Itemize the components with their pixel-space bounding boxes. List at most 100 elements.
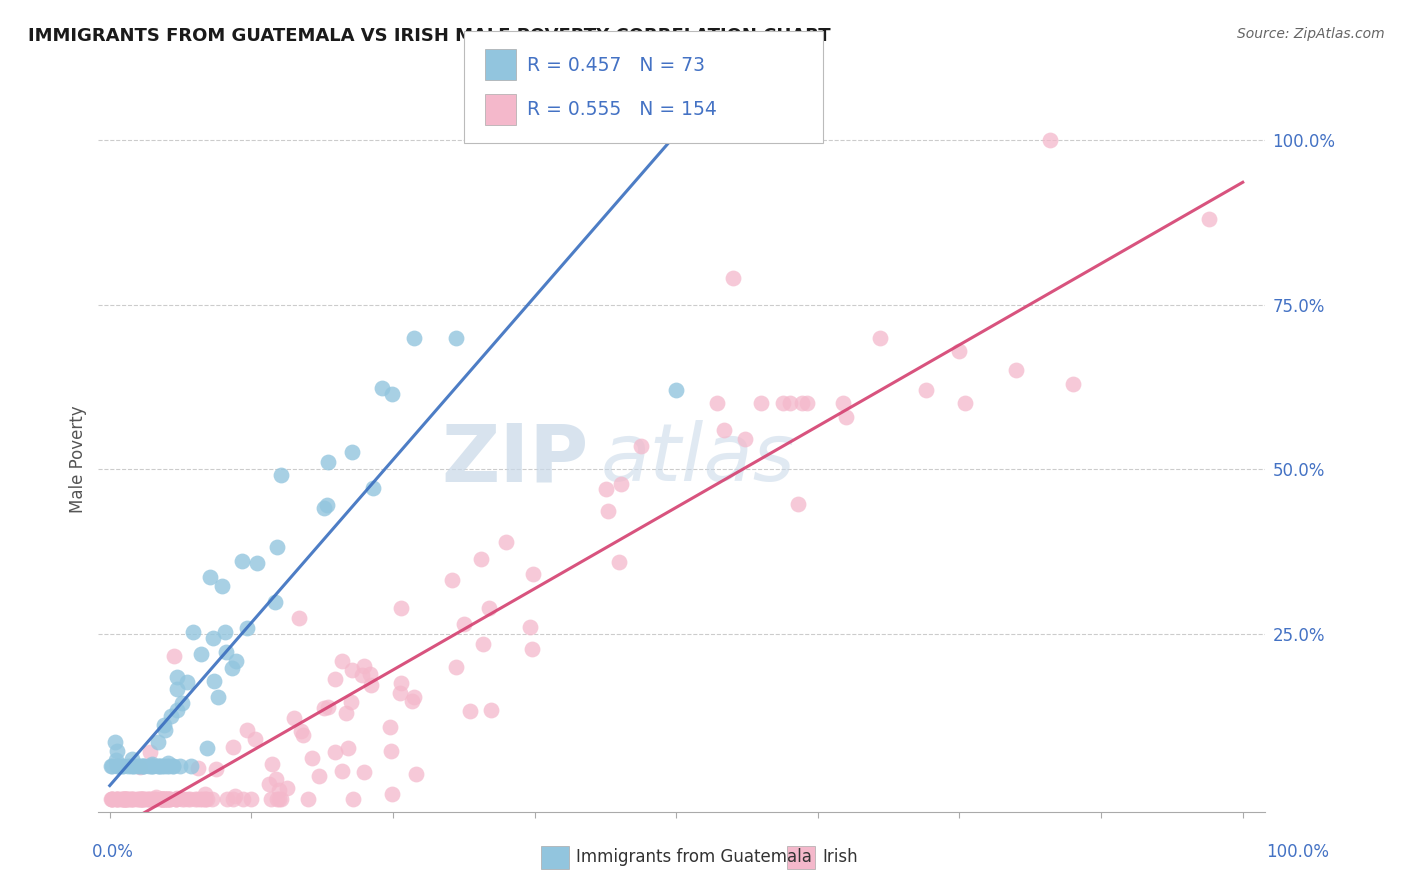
Point bbox=[139, 791, 162, 805]
Point bbox=[157, 758, 180, 772]
Point bbox=[211, 579, 233, 593]
Point bbox=[120, 791, 142, 805]
Point bbox=[105, 791, 128, 805]
Point bbox=[148, 734, 170, 748]
Point bbox=[100, 758, 122, 772]
Point bbox=[170, 791, 193, 805]
Point bbox=[100, 791, 122, 805]
Point bbox=[470, 552, 492, 566]
Point bbox=[159, 791, 181, 805]
Point bbox=[142, 791, 165, 805]
Point bbox=[105, 791, 128, 805]
Point bbox=[132, 791, 155, 805]
Point bbox=[170, 696, 193, 710]
Point bbox=[181, 625, 204, 640]
Point bbox=[360, 678, 382, 692]
Point bbox=[129, 758, 152, 772]
Point bbox=[389, 676, 412, 690]
Point bbox=[243, 732, 266, 747]
Point bbox=[135, 791, 157, 805]
Point bbox=[630, 439, 652, 453]
Point bbox=[955, 396, 977, 410]
Point bbox=[127, 791, 149, 805]
Point bbox=[479, 703, 502, 717]
Text: 100.0%: 100.0% bbox=[1265, 843, 1329, 861]
Point bbox=[195, 740, 218, 755]
Point bbox=[177, 791, 200, 805]
Point bbox=[595, 483, 617, 497]
Point bbox=[153, 718, 176, 732]
Point bbox=[370, 381, 392, 395]
Point bbox=[522, 567, 544, 582]
Point bbox=[156, 756, 179, 771]
Point bbox=[792, 396, 814, 410]
Point bbox=[232, 791, 254, 805]
Point bbox=[120, 791, 142, 805]
Point bbox=[236, 621, 259, 635]
Point bbox=[117, 791, 139, 805]
Point bbox=[225, 654, 247, 668]
Point bbox=[139, 745, 162, 759]
Point bbox=[110, 791, 132, 805]
Point bbox=[312, 701, 335, 715]
Point bbox=[325, 672, 347, 686]
Text: R = 0.555   N = 154: R = 0.555 N = 154 bbox=[527, 100, 717, 120]
Point bbox=[127, 758, 149, 772]
Text: Immigrants from Guatemala: Immigrants from Guatemala bbox=[576, 848, 813, 866]
Point bbox=[202, 673, 225, 688]
Point bbox=[214, 625, 236, 640]
Point bbox=[264, 772, 287, 786]
Point bbox=[266, 791, 288, 805]
Point bbox=[610, 477, 633, 491]
Point bbox=[316, 699, 339, 714]
Point bbox=[706, 396, 728, 410]
Point bbox=[444, 660, 467, 674]
Point bbox=[153, 791, 176, 805]
Point bbox=[165, 791, 187, 805]
Point bbox=[458, 704, 481, 718]
Point bbox=[163, 649, 186, 664]
Point bbox=[869, 330, 891, 344]
Point bbox=[155, 723, 177, 737]
Point bbox=[378, 720, 401, 734]
Point bbox=[179, 791, 201, 805]
Point bbox=[195, 791, 218, 805]
Point bbox=[204, 762, 226, 776]
Point bbox=[330, 654, 353, 668]
Point bbox=[186, 761, 208, 775]
Text: atlas: atlas bbox=[600, 420, 794, 499]
Point bbox=[156, 791, 179, 805]
Point bbox=[132, 758, 155, 772]
Point bbox=[111, 758, 134, 772]
Point bbox=[111, 791, 134, 805]
Point bbox=[290, 723, 312, 738]
Point bbox=[239, 791, 262, 805]
Point bbox=[153, 791, 176, 805]
Point bbox=[101, 758, 124, 772]
Point bbox=[404, 690, 426, 705]
Point bbox=[183, 791, 205, 805]
Y-axis label: Male Poverty: Male Poverty bbox=[69, 406, 87, 513]
Point bbox=[607, 555, 630, 569]
Point bbox=[166, 791, 188, 805]
Point bbox=[1039, 133, 1062, 147]
Point bbox=[132, 791, 155, 805]
Point bbox=[157, 791, 180, 805]
Point bbox=[519, 620, 541, 634]
Point bbox=[160, 708, 183, 723]
Point bbox=[381, 787, 404, 801]
Point bbox=[352, 668, 374, 682]
Point bbox=[141, 758, 163, 772]
Point bbox=[173, 791, 195, 805]
Point bbox=[112, 791, 135, 805]
Point bbox=[948, 343, 970, 358]
Point bbox=[201, 791, 224, 805]
Point bbox=[832, 396, 855, 410]
Point bbox=[129, 791, 152, 805]
Point bbox=[156, 791, 179, 805]
Point bbox=[1198, 212, 1220, 227]
Point bbox=[472, 637, 495, 651]
Point bbox=[231, 554, 253, 568]
Point bbox=[316, 455, 339, 469]
Point bbox=[342, 445, 364, 459]
